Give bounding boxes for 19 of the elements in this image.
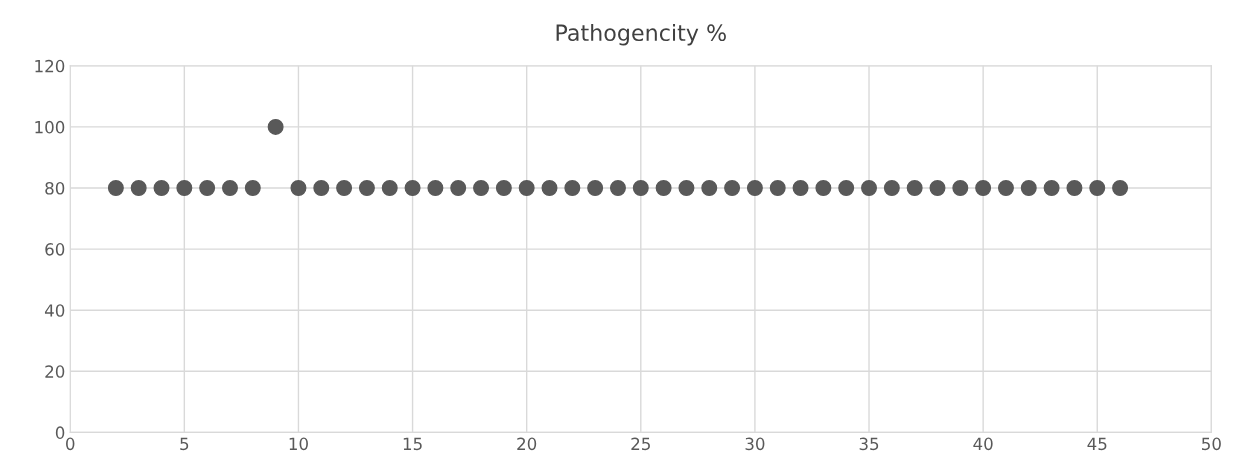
x-tick-label: 0 [66,437,75,451]
x-tick-label: 5 [180,437,189,451]
chart-title: Pathogencity % [556,23,726,46]
y-tick-label: 120 [35,59,65,73]
x-tick-label: 20 [517,437,537,451]
y-tick-label: 20 [45,365,65,378]
x-tick-label: 45 [1087,437,1107,451]
x-tick-label: 35 [859,437,879,451]
x-tick-label: 25 [631,437,650,451]
x-tick-label: 40 [973,437,993,451]
y-tick-label: 100 [35,120,65,134]
y-tick-label: 80 [45,181,65,195]
y-tick-label: 0 [55,426,65,439]
x-tick-label: 15 [403,437,422,451]
x-tick-label: 30 [745,437,765,451]
y-tick-label: 60 [45,243,65,256]
x-tick-label: 10 [289,437,308,451]
x-tick-label: 50 [1202,437,1221,451]
y-tick-label: 40 [44,304,65,317]
